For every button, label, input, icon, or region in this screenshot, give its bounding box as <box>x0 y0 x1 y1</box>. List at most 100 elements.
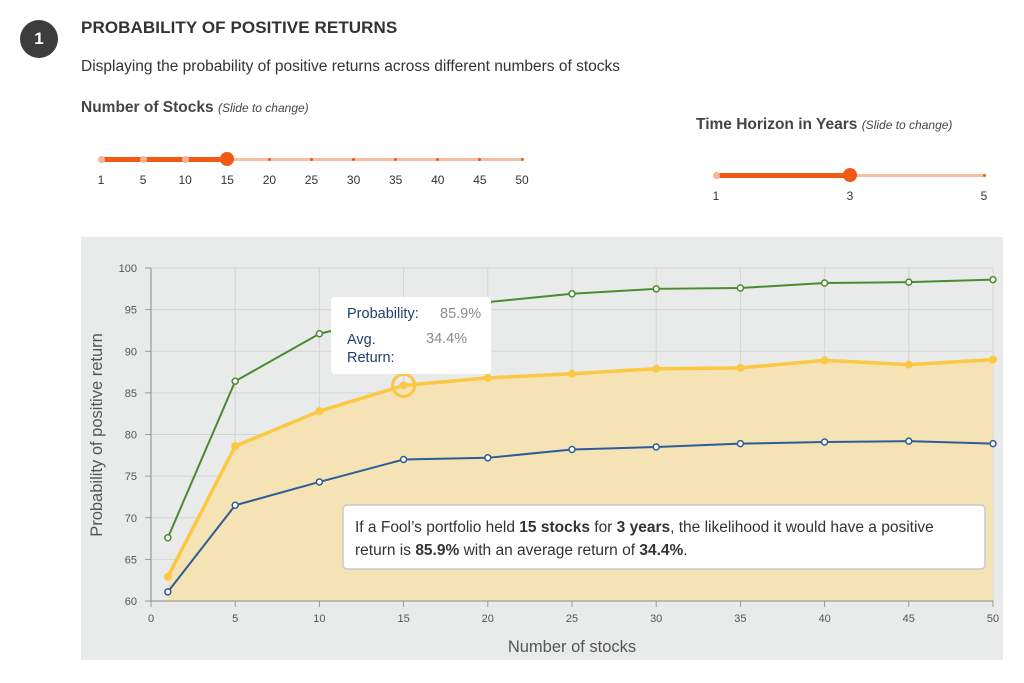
stocks-slider-ticklabel: 25 <box>304 173 319 187</box>
stocks-slider-fill <box>101 157 228 162</box>
page-subtitle: Displaying the probability of positive r… <box>81 58 621 75</box>
upper-series-point <box>820 279 829 287</box>
summary-mid2: , the likelihood it would have a positiv… <box>670 519 934 536</box>
y-tick-label: 80 <box>125 430 137 442</box>
stocks-slider-tick[interactable] <box>267 158 271 161</box>
lower-series-point <box>736 439 745 448</box>
y-tick-label: 90 <box>125 346 137 358</box>
stocks-slider-label: Number of Stocks (Slide to change) <box>81 99 309 117</box>
stocks-slider-hint: (Slide to change) <box>217 101 309 115</box>
x-axis-label: Number of stocks <box>508 638 636 656</box>
main-series-point <box>399 381 408 390</box>
upper-series-point <box>989 275 997 284</box>
x-tick-label: 25 <box>566 613 578 625</box>
stocks-slider-tick[interactable] <box>310 158 313 161</box>
lower-series-point <box>315 478 324 486</box>
horizon-slider-label: Time Horizon in Years (Slide to change) <box>696 116 952 134</box>
x-tick-label: 50 <box>987 613 999 625</box>
main-series-point <box>989 355 997 364</box>
summary-box: If a Fool’s portfolio held 15 stocks for… <box>342 504 986 570</box>
stocks-slider-tick[interactable] <box>139 156 147 163</box>
stocks-slider-thumb[interactable] <box>220 152 235 166</box>
stocks-slider-tick[interactable] <box>97 156 105 163</box>
y-tick-label: 95 <box>125 305 137 317</box>
upper-series-point <box>652 285 660 293</box>
tooltip-box <box>331 297 491 374</box>
lower-series-point <box>399 455 408 464</box>
y-tick-label: 100 <box>119 263 137 275</box>
horizon-slider-fill <box>716 173 850 178</box>
y-axis-label: Probability of positive return <box>88 333 106 537</box>
summary-line-1: If a Fool’s portfolio held 15 stocks for… <box>355 519 934 536</box>
stocks-slider-tick[interactable] <box>394 158 398 161</box>
stocks-slider-ticklabel: 45 <box>473 173 487 187</box>
stocks-slider-ticklabel: 30 <box>346 173 361 187</box>
stocks-slider-ticklabel: 1 <box>97 173 105 187</box>
tooltip-return-label-line2: Return: <box>347 350 395 366</box>
main-series-point <box>163 572 172 581</box>
stocks-slider-ticklabel: 40 <box>431 173 445 187</box>
stocks-slider-ticklabel: 20 <box>262 173 277 187</box>
x-tick-label: 45 <box>903 613 915 625</box>
lower-series-point <box>820 438 829 446</box>
summary-end: . <box>683 542 687 559</box>
horizon-slider-thumb[interactable] <box>843 168 857 182</box>
lower-series-point <box>652 443 660 451</box>
stocks-slider-ticklabel: 35 <box>389 173 403 187</box>
stocks-slider-ticklabel: 50 <box>515 173 529 187</box>
stocks-slider-tick[interactable] <box>436 158 440 161</box>
lower-series-point <box>905 437 913 445</box>
y-tick-label: 75 <box>125 471 137 483</box>
horizon-slider-ticklabel: 3 <box>846 189 854 203</box>
x-tick-label: 30 <box>650 613 662 625</box>
x-tick-label: 15 <box>397 613 409 625</box>
stocks-slider-ticklabel: 10 <box>178 173 192 187</box>
summary-mid1: for <box>590 519 617 536</box>
main-series-point <box>736 363 745 372</box>
stocks-slider-ticklabel: 5 <box>139 173 147 187</box>
x-tick-label: 10 <box>313 613 325 625</box>
horizon-slider-tick[interactable] <box>712 172 720 179</box>
stocks-slider[interactable] <box>97 149 524 169</box>
tooltip: Probability: 85.9% Avg. Return: 34.4% <box>331 297 491 374</box>
highlight-marker <box>391 372 417 398</box>
stocks-slider-tick[interactable] <box>478 158 482 161</box>
summary-prefix: If a Fool’s portfolio held <box>355 519 519 536</box>
horizon-slider[interactable] <box>712 165 986 185</box>
horizon-slider-title: Time Horizon in Years <box>696 116 858 133</box>
step-number-badge: 1 <box>20 20 58 58</box>
main-series-point <box>568 369 576 378</box>
x-tick-label: 35 <box>734 613 746 625</box>
stocks-slider-ticklabel: 15 <box>220 173 234 187</box>
stocks-slider-tick[interactable] <box>520 158 524 161</box>
stocks-slider-tick[interactable] <box>181 156 189 163</box>
summary-years: 3 years <box>617 519 670 536</box>
upper-series-point <box>736 284 745 292</box>
summary-probability: 85.9% <box>415 542 459 559</box>
upper-series-point <box>164 533 172 542</box>
summary-line-2: return is 85.9% with an average return o… <box>355 542 688 559</box>
horizon-slider-tick[interactable] <box>982 174 986 177</box>
lower-series-point <box>484 454 492 462</box>
y-tick-label: 60 <box>125 596 137 608</box>
x-tick-label: 5 <box>232 613 238 625</box>
upper-series-point <box>905 278 913 286</box>
y-tick-label: 70 <box>125 513 137 525</box>
chart-axes: 0 5 10 15 20 25 30 35 40 45 50 60 65 70 75 80 85 90 95 100 <box>119 263 999 625</box>
main-series-point <box>904 360 913 369</box>
lower-series-point <box>989 439 997 448</box>
x-tick-label: 40 <box>818 613 830 625</box>
main-series-point <box>483 373 492 382</box>
upper-series-point <box>231 377 239 385</box>
summary-avg-return: 34.4% <box>639 542 683 559</box>
tooltip-return-value: 34.4% <box>426 331 467 347</box>
tooltip-return-label-line1: Avg. <box>347 332 376 348</box>
main-series-point <box>820 356 829 365</box>
horizon-slider-hint: (Slide to change) <box>861 118 953 132</box>
main-series-point <box>231 442 240 451</box>
x-tick-label: 20 <box>482 613 494 625</box>
tooltip-probability-label: Probability: <box>347 306 419 322</box>
stocks-slider-tick[interactable] <box>352 158 356 161</box>
tooltip-probability-value: 85.9% <box>440 306 481 322</box>
